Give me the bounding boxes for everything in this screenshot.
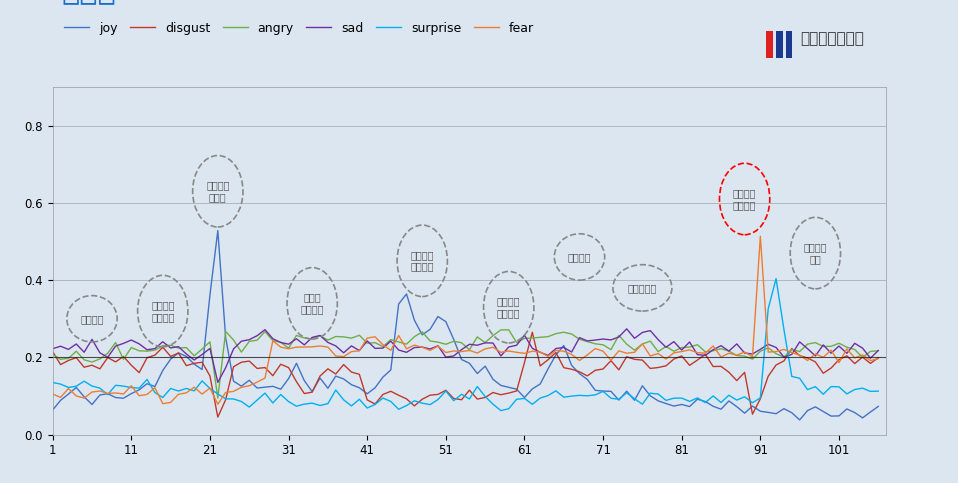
surprise (621, 390, 632, 396)
Text: 규제프리존: 규제프리존 (627, 283, 657, 293)
joy (770, 411, 782, 416)
joy (542, 366, 554, 372)
fear (589, 346, 601, 352)
joy (71, 384, 82, 390)
Line: angry: angry (53, 330, 878, 398)
sad (542, 353, 554, 358)
angry (71, 348, 82, 354)
surprise (770, 276, 782, 282)
Text: 학제개편: 학제개편 (568, 252, 591, 262)
sad (71, 341, 82, 347)
fear (542, 354, 554, 359)
disgust (598, 366, 609, 372)
angry (503, 327, 514, 333)
joy (621, 388, 632, 394)
angry (628, 347, 640, 353)
Legend: joy, disgust, angry, sad, surprise, fear: joy, disgust, angry, sad, surprise, fear (59, 17, 539, 40)
joy (589, 387, 601, 393)
angry (873, 348, 884, 354)
sad (778, 354, 789, 360)
sad (628, 335, 640, 341)
disgust (212, 414, 223, 420)
sad (589, 337, 601, 343)
joy (212, 227, 223, 233)
joy (794, 417, 806, 423)
Text: 헌법질서
인정: 헌법질서 인정 (804, 242, 827, 264)
Line: sad: sad (53, 329, 878, 383)
angry (778, 354, 789, 360)
surprise (542, 393, 554, 398)
fear (212, 401, 223, 407)
fear (873, 356, 884, 362)
surprise (495, 408, 507, 413)
joy (873, 403, 884, 409)
sad (212, 380, 223, 385)
sad (47, 346, 58, 352)
disgust (550, 350, 561, 355)
fear (621, 350, 632, 356)
angry (542, 334, 554, 340)
disgust (542, 357, 554, 363)
Line: disgust: disgust (53, 332, 878, 417)
joy (535, 381, 546, 387)
Text: 일자리는
민간주도: 일자리는 민간주도 (151, 300, 174, 322)
disgust (47, 349, 58, 355)
surprise (71, 384, 82, 389)
Line: fear: fear (53, 236, 878, 404)
surprise (589, 392, 601, 398)
Line: joy: joy (53, 230, 878, 420)
angry (550, 331, 561, 337)
angry (47, 352, 58, 357)
surprise (535, 395, 546, 401)
Text: 상수동전략그룹: 상수동전략그룹 (800, 31, 864, 46)
surprise (778, 327, 789, 332)
disgust (71, 355, 82, 360)
Text: 안행경영
손떼올: 안행경영 손떼올 (206, 181, 230, 202)
angry (212, 395, 223, 401)
surprise (873, 388, 884, 394)
fear (47, 391, 58, 397)
Text: 격차해소: 격차해소 (80, 314, 103, 324)
disgust (527, 329, 538, 335)
fear (535, 349, 546, 355)
Text: 통합정부
인사기준: 통합정부 인사기준 (410, 250, 434, 271)
joy (47, 407, 58, 413)
fear (71, 393, 82, 399)
disgust (873, 355, 884, 361)
sad (873, 348, 884, 354)
sad (621, 326, 632, 332)
disgust (778, 358, 789, 364)
Text: 부인갑질
사과했다: 부인갑질 사과했다 (733, 188, 757, 210)
angry (598, 342, 609, 348)
Text: 근로시간
학제개편: 근로시간 학제개편 (497, 297, 520, 318)
surprise (47, 380, 58, 385)
fear (778, 346, 789, 352)
Line: surprise: surprise (53, 279, 878, 411)
disgust (628, 356, 640, 362)
Text: 안철수: 안철수 (61, 0, 116, 5)
sad (535, 349, 546, 355)
fear (755, 233, 766, 239)
Text: 전자권
환수시기: 전자권 환수시기 (301, 293, 324, 314)
